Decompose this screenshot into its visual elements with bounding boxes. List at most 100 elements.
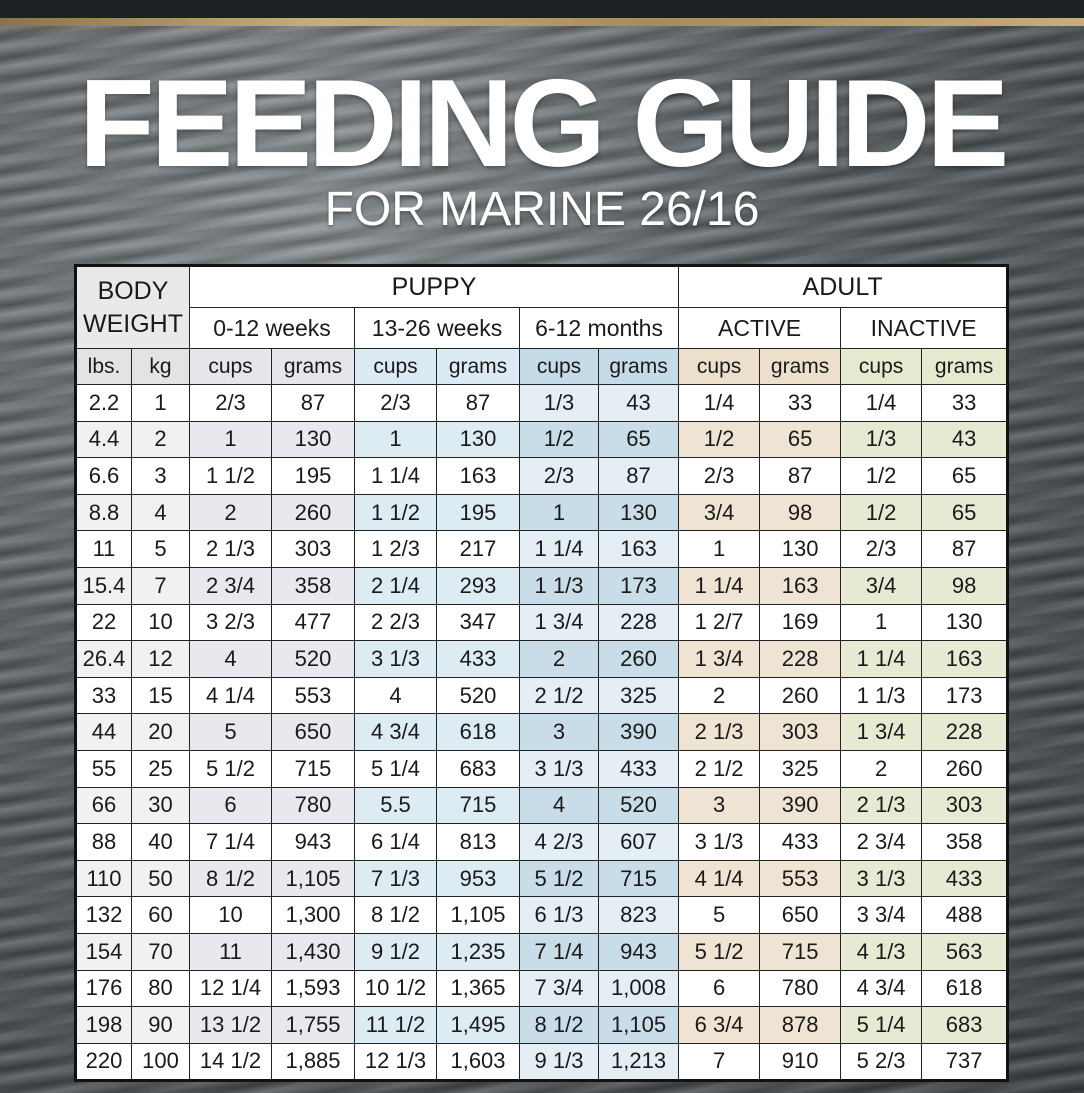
puppy-0-12-cups-cell: 11: [189, 932, 272, 971]
active-grams-cell: 780: [759, 969, 842, 1008]
active-grams-cell: 553: [759, 859, 842, 898]
inactive-grams-cell: 260: [921, 749, 1009, 788]
kg-cell: 100: [131, 1042, 190, 1082]
puppy-0-12-grams-cell: 520: [271, 640, 355, 678]
puppy-0-12-cups-cell: 1 1/2: [189, 457, 272, 495]
lbs-cell: 33: [75, 676, 132, 715]
kg-cell: 15: [131, 676, 190, 715]
puppy-13-26-grams-cell: 163: [436, 457, 520, 495]
body-weight-header: BODY WEIGHT: [75, 265, 190, 349]
page-subtitle: FOR MARINE 26/16: [324, 183, 760, 236]
puppy-6-12-grams-cell: 43: [597, 384, 680, 422]
lbs-cell: 198: [75, 1006, 132, 1044]
inactive-grams-cell: 303: [921, 786, 1009, 825]
table-row: 88 40 7 1/4 943 6 1/4 813 4 2/3 607 3 1/3 433 2 3/…: [75, 823, 1009, 861]
puppy-13-26-grams-cell: 130: [436, 420, 520, 459]
active-grams-cell: 228: [759, 640, 842, 678]
inactive-grams-cell: 433: [921, 859, 1009, 898]
active-cups-cell: 6: [678, 969, 761, 1008]
body-weight-header-line1: BODY: [97, 276, 169, 305]
inactive-grams-cell: 65: [921, 457, 1009, 495]
inactive-grams-cell: 87: [921, 530, 1009, 568]
lbs-cell: 176: [75, 969, 132, 1008]
inactive-grams-cell: 488: [921, 896, 1009, 934]
puppy-6-12-cups-cell: 1/2: [519, 420, 599, 459]
puppy-6-12-cups-cell: 8 1/2: [519, 1006, 599, 1044]
inactive-grams-cell: 33: [921, 384, 1009, 422]
lbs-cell: 4.4: [75, 420, 132, 459]
active-grams-cell: 65: [759, 420, 842, 459]
puppy-0-12-grams-cell: 1,430: [271, 932, 355, 971]
puppy-6-12-grams-cell: 1,008: [597, 969, 680, 1008]
puppy-6-12-grams-cell: 943: [597, 932, 680, 971]
grams-header: grams: [271, 348, 355, 385]
kg-cell: 7: [131, 566, 190, 605]
active-cups-cell: 1/2: [678, 420, 761, 459]
kg-cell: 3: [131, 457, 190, 495]
puppy-13-26-cups-cell: 6 1/4: [354, 823, 437, 861]
puppy-0-12-grams-cell: 1,885: [271, 1042, 355, 1082]
table-row: 176 80 12 1/4 1,593 10 1/2 1,365 7 3/4 1,008 6 78…: [75, 969, 1009, 1008]
puppy-13-26-cups-cell: 3 1/3: [354, 640, 437, 678]
kg-cell: 40: [131, 823, 190, 861]
puppy-13-26-cups-cell: 2 1/4: [354, 566, 437, 605]
puppy-13-26-cups-cell: 4: [354, 676, 437, 715]
puppy-13-26-grams-cell: 1,603: [436, 1042, 520, 1082]
lbs-cell: 26.4: [75, 640, 132, 678]
kg-cell: 60: [131, 896, 190, 934]
puppy-6-12-cups-cell: 1 1/4: [519, 530, 599, 568]
active-cups-cell: 2/3: [678, 457, 761, 495]
puppy-0-12-cups-cell: 2/3: [189, 384, 272, 422]
puppy-6-12-cups-cell: 1 1/3: [519, 566, 599, 605]
puppy-0-12-cups-cell: 12 1/4: [189, 969, 272, 1008]
active-cups-cell: 2 1/2: [678, 749, 761, 788]
inactive-cups-cell: 1 1/4: [840, 640, 923, 678]
puppy-13-26-cups-cell: 2 2/3: [354, 603, 437, 642]
active-cups-cell: 5 1/2: [678, 932, 761, 971]
active-grams-cell: 433: [759, 823, 842, 861]
puppy-0-12-cups-cell: 1: [189, 420, 272, 459]
active-cups-cell: 1 2/7: [678, 603, 761, 642]
cups-header: cups: [678, 348, 761, 385]
puppy-6-12-grams-cell: 607: [597, 823, 680, 861]
cups-header: cups: [189, 348, 272, 385]
puppy-13-26-grams-cell: 1,495: [436, 1006, 520, 1044]
puppy-13-26-grams-cell: 520: [436, 676, 520, 715]
puppy-13-26-cups-cell: 11 1/2: [354, 1006, 437, 1044]
puppy-13-26-cups-cell: 10 1/2: [354, 969, 437, 1008]
puppy-13-26-grams-cell: 347: [436, 603, 520, 642]
active-grams-cell: 715: [759, 932, 842, 971]
active-cups-cell: 3: [678, 786, 761, 825]
kg-cell: 1: [131, 384, 190, 422]
body-weight-header-line2: WEIGHT: [83, 309, 183, 338]
inactive-grams-cell: 563: [921, 932, 1009, 971]
lbs-cell: 132: [75, 896, 132, 934]
active-cups-cell: 2: [678, 676, 761, 715]
puppy-6-12-cups-cell: 6 1/3: [519, 896, 599, 934]
active-cups-cell: 7: [678, 1042, 761, 1082]
table-row: 2.2 1 2/3 87 2/3 87 1/3 43 1/4 33 1/4 33: [75, 384, 1009, 422]
lbs-cell: 8.8: [75, 493, 132, 532]
inactive-cups-cell: 1/2: [840, 493, 923, 532]
puppy-0-12-grams-cell: 130: [271, 420, 355, 459]
puppy-6-12-cups-cell: 2: [519, 640, 599, 678]
kg-cell: 90: [131, 1006, 190, 1044]
puppy-13-26-cups-cell: 4 3/4: [354, 713, 437, 751]
puppy-0-12-cups-cell: 2 3/4: [189, 566, 272, 605]
inactive-cups-cell: 2/3: [840, 530, 923, 568]
active-grams-cell: 325: [759, 749, 842, 788]
table-row: 44 20 5 650 4 3/4 618 3 390 2 1/3 303 1 3/4 228: [75, 713, 1009, 751]
puppy-0-12-cups-cell: 7 1/4: [189, 823, 272, 861]
puppy-0-12-grams-cell: 1,105: [271, 859, 355, 898]
lbs-cell: 110: [75, 859, 132, 898]
puppy-6-12-cups-cell: 4 2/3: [519, 823, 599, 861]
inactive-cups-cell: 1/3: [840, 420, 923, 459]
puppy-6-12-grams-cell: 228: [597, 603, 680, 642]
inactive-grams-cell: 130: [921, 603, 1009, 642]
lbs-cell: 55: [75, 749, 132, 788]
puppy-13-26-cups-cell: 8 1/2: [354, 896, 437, 934]
kg-cell: 4: [131, 493, 190, 532]
puppy-0-12-grams-cell: 260: [271, 493, 355, 532]
puppy-0-12-cups-cell: 3 2/3: [189, 603, 272, 642]
feeding-table: BODY WEIGHT PUPPY ADULT 0-12 weeks 13-26…: [74, 264, 1010, 1083]
